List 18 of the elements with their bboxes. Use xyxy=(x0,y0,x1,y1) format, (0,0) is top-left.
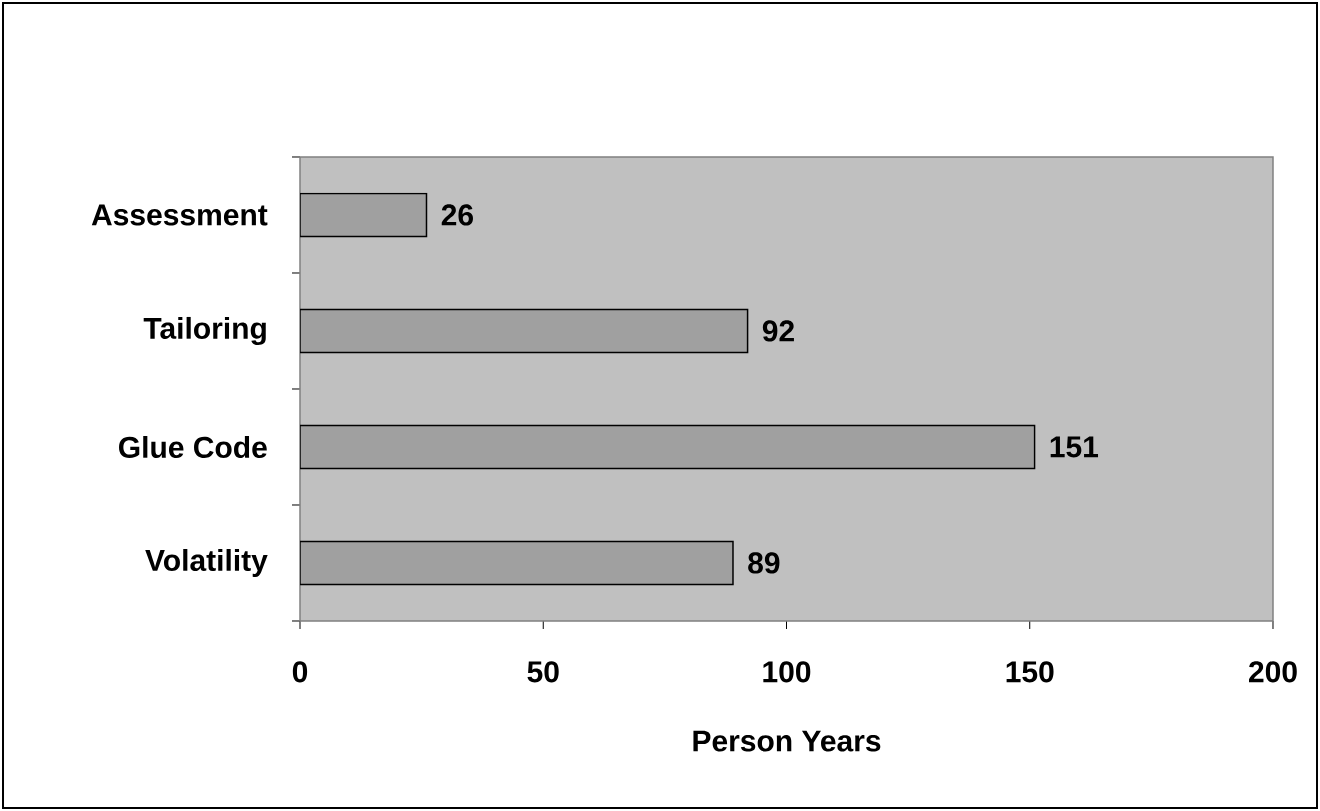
bar xyxy=(300,308,749,354)
bar xyxy=(300,192,428,238)
data-label: 89 xyxy=(748,552,780,574)
x-tick-label: 50 xyxy=(527,661,559,683)
y-tick-label: Assessment xyxy=(91,204,268,226)
x-axis-title: Person Years xyxy=(693,730,881,752)
y-tick-label: Tailoring xyxy=(143,316,266,346)
x-tick-label: 100 xyxy=(763,661,811,683)
bar xyxy=(300,424,1036,470)
x-tick-label: 0 xyxy=(292,661,308,683)
data-label: 26 xyxy=(441,204,473,226)
x-tick-label: 200 xyxy=(1249,661,1297,683)
y-tick-label: Volatility xyxy=(145,549,268,577)
data-label: 92 xyxy=(762,320,794,342)
x-tick-label: 150 xyxy=(1006,661,1054,683)
y-tick-label: Glue Code xyxy=(119,435,267,459)
data-label: 151 xyxy=(1050,436,1099,458)
bar xyxy=(300,540,734,586)
